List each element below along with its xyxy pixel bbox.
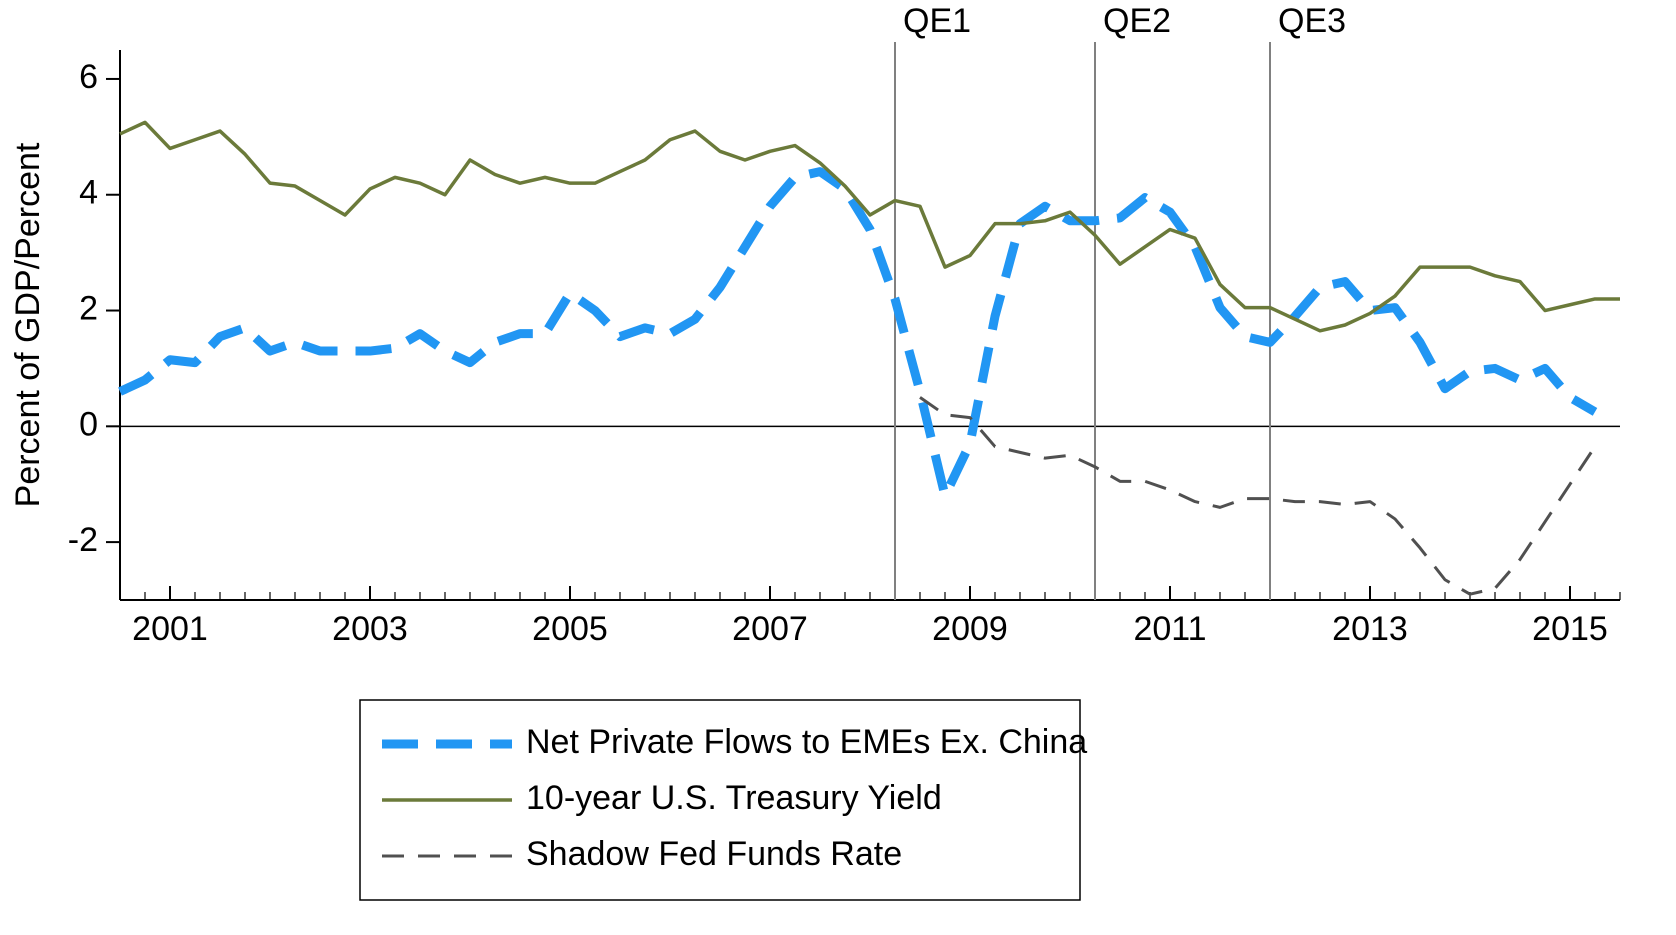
event-label: QE3 <box>1278 2 1346 40</box>
y-tick-label: 0 <box>79 405 98 443</box>
y-tick-label: 6 <box>79 58 98 96</box>
event-label: QE1 <box>903 2 971 40</box>
y-tick-label: 2 <box>79 290 98 328</box>
x-tick-label: 2005 <box>532 610 608 648</box>
x-tick-label: 2015 <box>1532 610 1608 648</box>
legend-label: 10-year U.S. Treasury Yield <box>526 779 942 817</box>
y-tick-label: 4 <box>79 174 98 212</box>
x-tick-label: 2003 <box>332 610 408 648</box>
legend-label: Net Private Flows to EMEs Ex. China <box>526 723 1087 761</box>
y-axis-label: Percent of GDP/Percent <box>9 142 47 507</box>
line-chart: -2 0 2 4 6 Percent of GDP/Percent 2001 2003 2005… <box>0 0 1676 935</box>
x-tick-label: 2007 <box>732 610 808 648</box>
event-label: QE2 <box>1103 2 1171 40</box>
x-tick-label: 2011 <box>1133 610 1206 648</box>
x-tick-label: 2013 <box>1332 610 1408 648</box>
y-tick-label: -2 <box>68 521 98 559</box>
x-tick-label: 2009 <box>932 610 1008 648</box>
x-tick-label: 2001 <box>132 610 208 648</box>
chart-container: -2 0 2 4 6 Percent of GDP/Percent 2001 2003 2005… <box>0 0 1676 935</box>
legend-label: Shadow Fed Funds Rate <box>526 835 902 873</box>
